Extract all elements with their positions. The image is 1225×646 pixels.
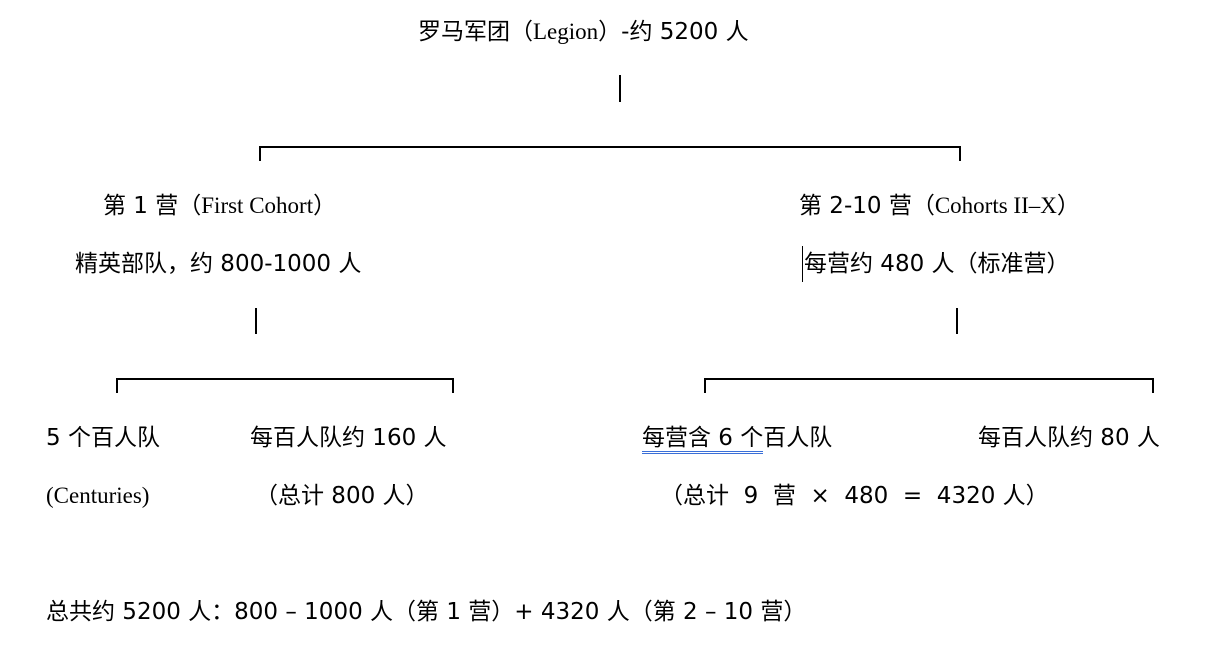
connector-right-vertical [956,308,958,334]
first-cohort-per-century: 每百人队约 160 人 [250,425,447,451]
first-cohort-desc: 精英部队，约 800-1000 人 [75,251,362,277]
connector-left-left-tick [116,378,118,393]
first-cohort-total: （总计 800 人） [255,483,429,509]
summary-text: 总共约 5200 人：800 – 1000 人（第 1 营）+ 4320 人（第… [46,599,807,625]
connector-left-right-tick [452,378,454,393]
connector-right-left-tick [704,378,706,393]
connector-right-horizontal [704,378,1154,380]
connector-top-left-tick [259,146,261,161]
connector-top-right-tick [959,146,961,161]
first-cohort-title: 第 1 营（First Cohort） [103,193,337,219]
other-cohorts-per-century: 每百人队约 80 人 [978,425,1160,451]
other-cohorts-centuries-count: 每营含 6 个百人队 [642,424,832,454]
other-cohorts-desc: 每营约 480 人（标准营） [804,251,1070,277]
connector-left-vertical [255,308,257,334]
first-cohort-centuries-count: 5 个百人队 [46,425,160,451]
connector-root-vertical [619,75,621,102]
other-cohorts-title: 第 2-10 营（Cohorts II–X） [799,193,1080,219]
root-node-label: 罗马军团（Legion）-约 5200 人 [418,19,749,45]
spellcheck-underline[interactable]: 每营含 6 个 [642,425,764,454]
text-cursor [802,246,803,282]
other-cohorts-total: （总计 9 营 × 480 = 4320 人） [660,483,1049,509]
first-cohort-centuries-en: (Centuries) [46,483,150,508]
connector-left-horizontal [116,378,454,380]
connector-top-horizontal [259,146,961,148]
connector-right-right-tick [1152,378,1154,393]
